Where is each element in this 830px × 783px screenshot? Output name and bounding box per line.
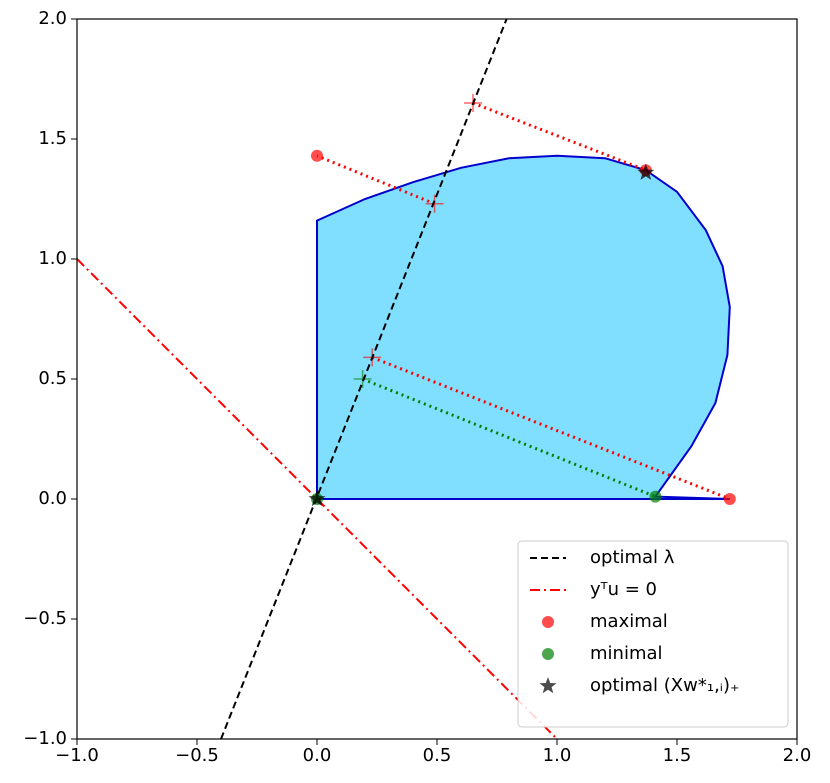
y-tick-label: 0.0 (38, 488, 67, 509)
projection-segment (371, 356, 731, 501)
legend-label: optimal λ (590, 547, 675, 568)
x-tick-label: 0.5 (423, 745, 452, 766)
y-tick-label: −0.5 (23, 608, 67, 629)
legend-marker (539, 677, 557, 694)
y-tick-label: 1.5 (38, 128, 67, 149)
y-tick-label: 0.5 (38, 368, 67, 389)
point-marker (649, 490, 662, 503)
legend-box (517, 540, 789, 728)
point-marker (723, 493, 736, 505)
x-tick-label: −0.5 (175, 745, 219, 766)
legend-label: minimal (590, 643, 663, 664)
y-tick-label: −1.0 (23, 728, 67, 749)
x-tick-label: 2.0 (783, 745, 812, 766)
projection-marker (425, 194, 444, 213)
projection-segment (472, 101, 647, 172)
star-marker (637, 163, 655, 180)
star-marker (308, 490, 326, 507)
legend-label: yᵀu = 0 (590, 579, 657, 600)
reference-line (77, 258, 558, 739)
x-tick-label: −1.0 (55, 745, 99, 766)
legend-label: maximal (590, 611, 668, 632)
projection-marker (353, 370, 372, 388)
legend-label: optimal (Xw*₁,ᵢ)₊ (590, 675, 740, 696)
y-tick-label: 2.0 (38, 8, 67, 29)
x-tick-label: 1.5 (663, 745, 692, 766)
x-tick-label: 0.0 (303, 745, 332, 766)
projection-segment (362, 377, 656, 498)
x-tick-label: 1.0 (543, 745, 572, 766)
plot-area (77, 19, 736, 739)
legend-marker (542, 616, 554, 628)
legend-marker (542, 648, 554, 660)
feasible-region (316, 154, 731, 500)
y-tick-label: 1.0 (38, 248, 67, 269)
point-marker (311, 149, 323, 162)
reference-line (220, 19, 508, 739)
